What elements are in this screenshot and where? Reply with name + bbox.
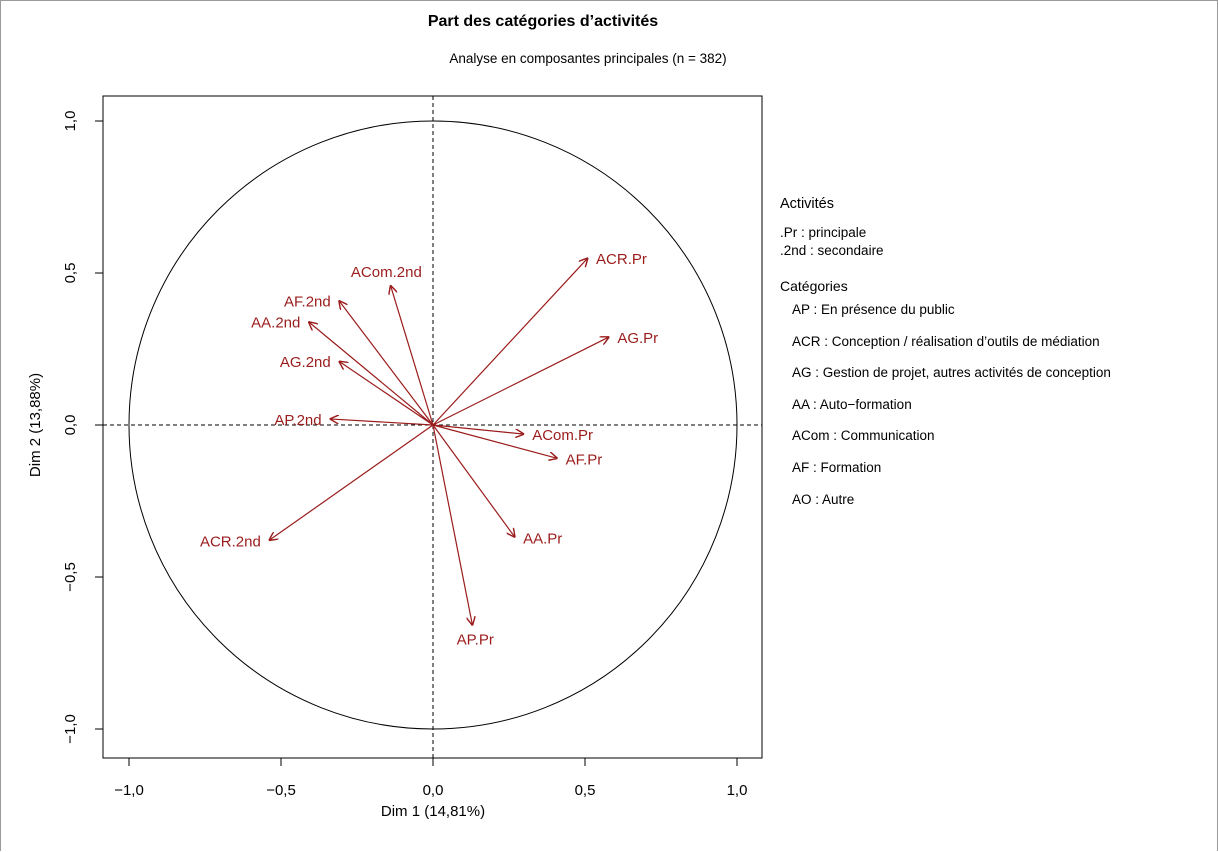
arrow-label: AF.2nd <box>284 293 331 310</box>
loading-arrow <box>339 300 434 426</box>
legend-categories-title: Catégories <box>780 278 848 294</box>
loading-arrow <box>432 337 609 426</box>
x-tick-label: −1,0 <box>114 782 144 799</box>
x-axis-label: Dim 1 (14,81%) <box>381 803 485 820</box>
chart-title: Part des catégories d’activités <box>427 13 659 30</box>
arrow-label: AA.Pr <box>523 530 562 547</box>
loading-arrow <box>432 424 524 434</box>
arrow-label: ACom.2nd <box>351 264 422 281</box>
loading-arrow <box>390 285 434 426</box>
legend-category-item: ACom : Communication <box>792 428 935 444</box>
legend-activity-item: .2nd : secondaire <box>780 243 884 258</box>
arrow-label: AG.2nd <box>280 354 331 371</box>
loading-arrow <box>269 424 434 541</box>
x-tick-label: −0,5 <box>266 782 296 799</box>
chart-subtitle: Analyse en composantes principales (n = … <box>449 51 727 66</box>
arrow-label: AA.2nd <box>251 315 300 332</box>
y-tick-label: −0,5 <box>62 562 79 592</box>
arrow-label: ACR.2nd <box>200 534 261 551</box>
legend-category-item: AF : Formation <box>792 459 882 475</box>
legend-category-item: ACR : Conception / réalisation d’outils … <box>792 333 1100 349</box>
y-tick-label: 0,5 <box>62 263 79 284</box>
loading-arrow <box>432 424 515 537</box>
arrow-label: AF.Pr <box>566 451 603 468</box>
arrow-label: AG.Pr <box>617 330 658 347</box>
x-tick-label: 1,0 <box>727 782 748 799</box>
arrow-label: AP.Pr <box>457 631 494 648</box>
x-tick-label: 0,0 <box>423 782 444 799</box>
y-axis-label: Dim 2 (13,88%) <box>27 373 44 477</box>
legend-category-item: AP : En présence du public <box>792 302 955 317</box>
legend-activity-item: .Pr : principale <box>780 225 867 240</box>
x-tick-label: 0,5 <box>575 782 596 799</box>
legend-category-item: AA : Auto−formation <box>792 396 912 412</box>
loading-arrow <box>432 258 588 426</box>
arrow-label: ACom.Pr <box>532 427 593 444</box>
y-tick-label: 1,0 <box>62 111 79 132</box>
arrow-label: AP.2nd <box>274 412 321 429</box>
legend-activities-title: Activités <box>780 196 834 212</box>
loading-arrow <box>339 361 434 426</box>
y-tick-label: −1,0 <box>62 714 79 744</box>
y-tick-label: 0,0 <box>62 415 79 436</box>
loading-arrow <box>432 424 473 626</box>
loading-arrow <box>330 419 434 426</box>
legend-category-item: AO : Autre <box>792 491 855 507</box>
legend-category-item: AG : Gestion de projet, autres activités… <box>792 365 1111 381</box>
legend: Activités .Pr : principale .2nd : second… <box>780 196 1210 523</box>
loading-arrow <box>432 424 558 458</box>
arrow-label: ACR.Pr <box>596 251 647 268</box>
loading-arrow <box>308 322 434 426</box>
